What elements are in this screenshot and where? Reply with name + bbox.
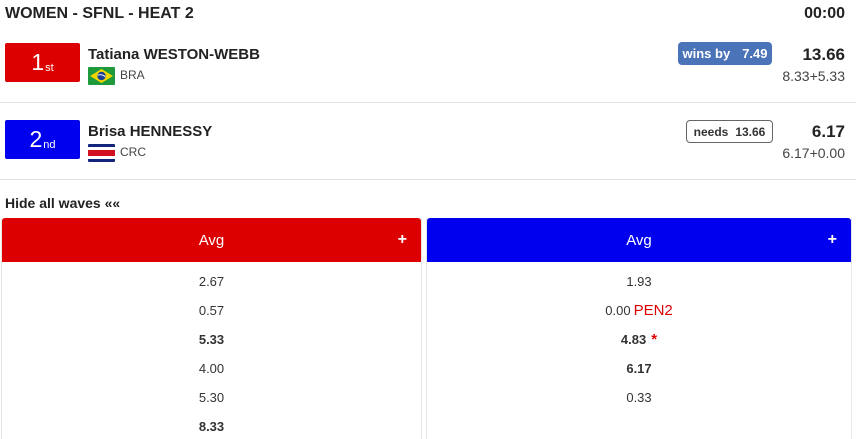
wins-by-value: 7.49 [742,46,768,61]
needs-value: 13.66 [735,124,766,139]
place-number: 2 [29,126,43,152]
heat-total-score: 6.17 [811,122,845,141]
column-header-label: Avg [198,231,225,249]
wave-score-row: 1.93 [427,267,851,296]
wave-score: 8.33 [198,419,225,434]
column-header-label: Avg [626,231,652,249]
wave-list: 1.93 0.00 PEN2 4.83 * 6.17 0.33 [427,267,851,412]
wave-score-row: 4.83 * [427,325,851,354]
place-suffix: st [45,61,54,74]
wave-list: 2.67 0.57 5.33 4.00 5.30 8.33 [2,267,421,439]
wave-score: 4.83 [620,332,647,347]
heat-header: WOMEN - SFNL - HEAT 2 00:00 [0,0,856,30]
brazil-flag-icon [88,67,115,85]
athlete-country: CRC [120,145,146,159]
wins-by-label: wins by [682,46,731,61]
interference-mark: * [651,331,658,348]
place-suffix: nd [43,138,56,151]
wave-score-row: 8.33 [2,412,421,439]
athlete-country: BRA [120,68,145,82]
wave-column-athlete-1: Avg + 2.67 0.57 5.33 4.00 5.30 8.33 [1,218,422,439]
wave-score-row: 5.33 [2,325,421,354]
athlete-name[interactable]: Brisa HENNESSY [88,123,213,140]
hide-all-waves-link[interactable]: Hide all waves «« [5,195,121,211]
wave-score-row: 4.00 [2,354,421,383]
place-number: 1 [31,49,45,75]
wave-score: 1.93 [626,274,652,289]
wave-score-row: 0.00 PEN2 [427,296,851,325]
costa-rica-flag-icon [88,144,115,162]
wave-score-row: 0.57 [2,296,421,325]
wave-score: 2.67 [198,274,225,289]
wave-score: 4.00 [198,361,225,376]
score-breakdown: 6.17+0.00 [782,145,845,161]
wave-score: 5.33 [198,332,225,347]
wave-score: 0.57 [198,303,225,318]
heat-title: WOMEN - SFNL - HEAT 2 [5,5,194,22]
heat-clock: 00:00 [804,5,845,22]
expand-plus-icon[interactable]: + [397,231,407,248]
wave-score-row: 0.33 [427,383,851,412]
expand-plus-icon[interactable]: + [827,231,837,248]
wave-score-row: 6.17 [427,354,851,383]
wins-by-badge: wins by 7.49 [678,42,772,65]
athlete-name[interactable]: Tatiana WESTON-WEBB [88,46,260,63]
wave-score-row: 2.67 [2,267,421,296]
needs-badge: needs 13.66 [686,120,773,143]
wave-score: 0.33 [626,390,652,405]
score-breakdown: 8.33+5.33 [782,68,845,84]
needs-label: needs [693,124,729,139]
heat-total-score: 13.66 [802,45,845,64]
penalty-label: PEN2 [633,302,673,319]
wave-score: 0.00 [605,303,631,318]
wave-column-athlete-2: Avg + 1.93 0.00 PEN2 4.83 * 6.17 0.33 [426,218,852,439]
wave-column-header[interactable]: Avg + [427,218,851,262]
wave-score-row: 5.30 [2,383,421,412]
wave-score: 5.30 [198,390,225,405]
wave-column-header[interactable]: Avg + [2,218,421,262]
wave-score: 6.17 [626,361,652,376]
